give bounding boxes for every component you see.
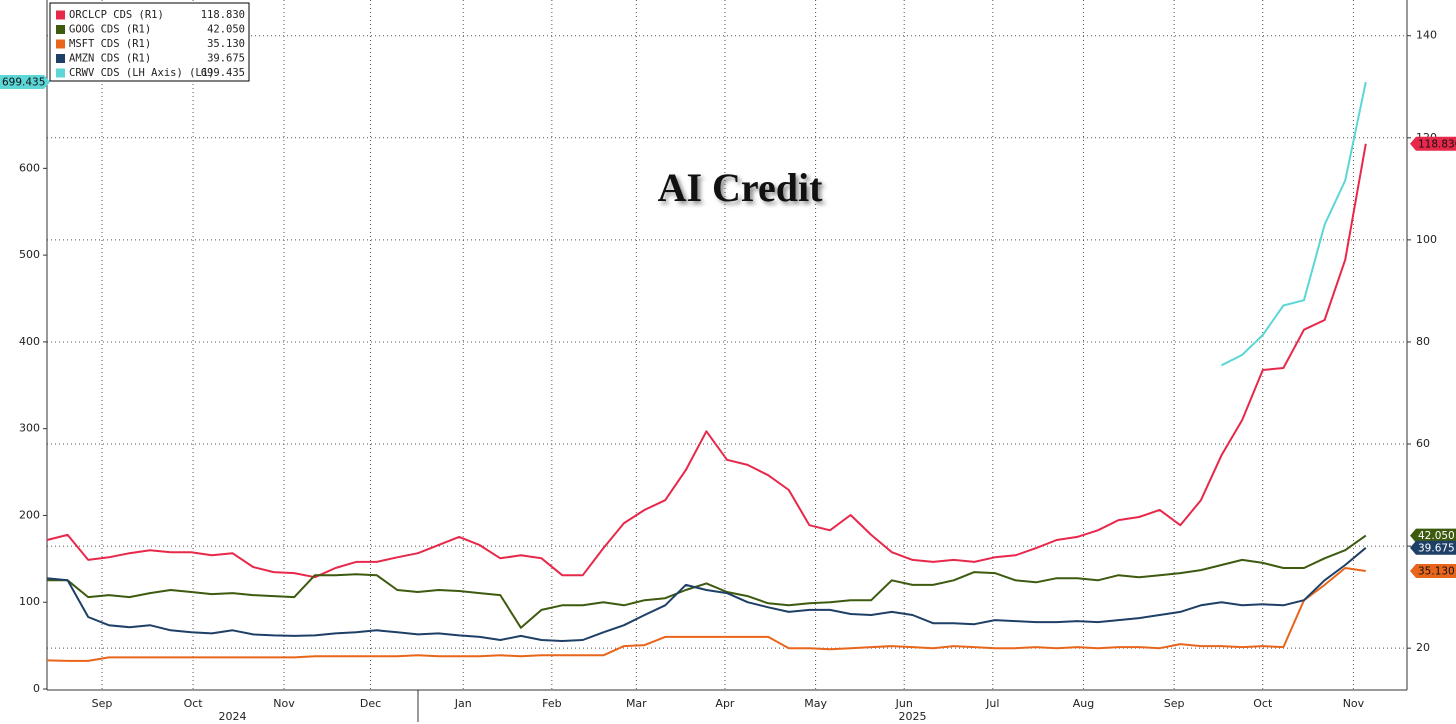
last-value-tag <box>0 75 50 90</box>
y-tick-label: 400 <box>19 335 40 348</box>
legend-label: GOOG CDS (R1) <box>69 24 151 36</box>
y-tick-label: 200 <box>19 508 40 521</box>
legend-swatch <box>56 39 65 49</box>
y-tick-label: 300 <box>19 422 40 435</box>
last-value-tag <box>1410 528 1456 543</box>
last-value-label: 699.435 <box>2 77 45 89</box>
x-tick-label: May <box>804 697 827 710</box>
last-value-label: 39.675 <box>1418 542 1455 554</box>
x-tick-label: Jul <box>985 697 999 710</box>
x-tick-label: Oct <box>1253 697 1273 710</box>
series-line <box>47 534 1367 629</box>
x-tick-label: Aug <box>1073 697 1094 710</box>
y-tick-label: 600 <box>19 161 40 174</box>
legend: ORCLCP CDS (R1) 118.830 GOOG CDS (R1) 42.05… <box>49 2 250 82</box>
x-tick-label: Oct <box>184 697 204 710</box>
chart-title: AI Credit <box>658 165 823 210</box>
legend-swatch <box>56 25 65 34</box>
x-tick-label: Jun <box>895 697 913 710</box>
legend-value: 42.050 <box>207 24 245 36</box>
last-value-tag <box>1410 563 1456 578</box>
x-tick-label: Sep <box>1164 697 1185 710</box>
legend-swatch <box>56 10 65 20</box>
legend-value: 118.830 <box>201 9 245 21</box>
last-value-tag <box>1410 540 1456 555</box>
y-tick-label: 100 <box>19 595 40 608</box>
series-line <box>1221 81 1367 367</box>
legend-box <box>49 2 250 82</box>
x-tick-label: Apr <box>715 697 735 710</box>
last-value-label: 118.830 <box>1418 138 1456 150</box>
legend-swatch <box>56 68 65 78</box>
legend-value: 39.675 <box>207 53 245 65</box>
y-tick-label: 500 <box>19 248 40 261</box>
legend-label: MSFT CDS (R1) <box>69 38 151 50</box>
last-value-label: 35.130 <box>1418 565 1455 577</box>
x-tick-label: Nov <box>273 697 295 710</box>
x-tick-label: Jan <box>454 697 472 710</box>
series-line <box>46 547 1367 642</box>
y2-tick-label: 100 <box>1416 233 1437 246</box>
legend-swatch <box>56 54 65 63</box>
y2-tick-label: 80 <box>1416 335 1430 348</box>
legend-value: 699.435 <box>201 67 245 79</box>
x-tick-label: Mar <box>626 697 647 710</box>
legend-label: AMZN CDS (R1) <box>69 53 151 65</box>
series-line <box>46 143 1367 579</box>
x-tick-label: Nov <box>1343 697 1365 710</box>
y2-tick-label: 60 <box>1416 437 1430 450</box>
grid <box>47 0 1407 689</box>
x-tick-label: Sep <box>92 697 113 710</box>
legend-value: 35.130 <box>207 38 245 50</box>
plot <box>46 81 1367 662</box>
y2-tick-label: 20 <box>1416 641 1430 654</box>
x-tick-label: Feb <box>542 697 561 710</box>
legend-label: ORCLCP CDS (R1) <box>69 9 164 21</box>
year-label: 2025 <box>898 710 926 723</box>
year-label: 2024 <box>218 710 246 723</box>
legend-label: CRWV CDS (LH Axis) (L1) <box>69 67 214 79</box>
y-tick-label: 0 <box>33 682 40 695</box>
y2-tick-label: 140 <box>1416 29 1437 42</box>
series-line <box>46 567 1366 662</box>
last-value-label: 42.050 <box>1418 530 1455 542</box>
x-tick-label: Dec <box>360 697 381 710</box>
last-value-tag <box>1410 136 1456 151</box>
